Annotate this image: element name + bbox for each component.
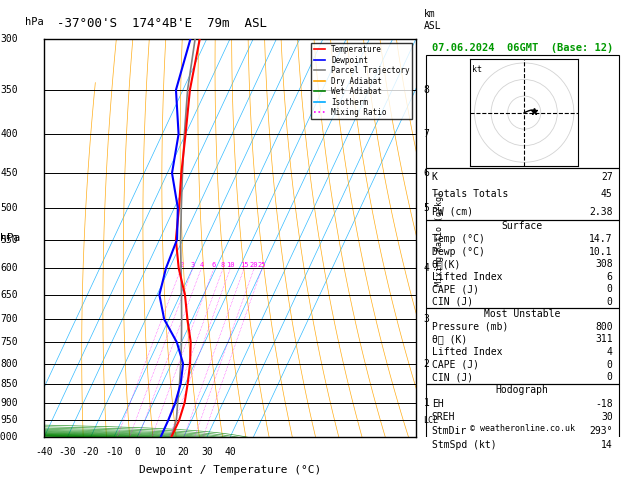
Text: CAPE (J): CAPE (J) — [431, 284, 479, 294]
Text: 800: 800 — [1, 359, 18, 368]
Text: -20: -20 — [82, 447, 99, 457]
Text: CIN (J): CIN (J) — [431, 296, 473, 307]
Text: 450: 450 — [1, 168, 18, 178]
Text: PW (cm): PW (cm) — [431, 207, 473, 217]
Text: Totals Totals: Totals Totals — [431, 190, 508, 199]
Text: 0: 0 — [607, 360, 613, 370]
Text: Most Unstable: Most Unstable — [484, 309, 560, 319]
Text: 40: 40 — [224, 447, 236, 457]
Text: EH: EH — [431, 399, 443, 409]
Text: 14: 14 — [601, 439, 613, 450]
Text: 6: 6 — [212, 262, 216, 268]
Text: Dewp (°C): Dewp (°C) — [431, 246, 484, 257]
Text: -18: -18 — [595, 399, 613, 409]
Text: 30: 30 — [601, 413, 613, 422]
Text: 4: 4 — [607, 347, 613, 357]
Text: StmDir: StmDir — [431, 426, 467, 436]
Text: hPa: hPa — [1, 233, 21, 243]
Text: Hodograph: Hodograph — [496, 385, 548, 396]
Text: 311: 311 — [595, 334, 613, 345]
Text: θᴇ (K): θᴇ (K) — [431, 334, 467, 345]
Text: 293°: 293° — [589, 426, 613, 436]
Text: 400: 400 — [1, 129, 18, 139]
Text: 6: 6 — [607, 272, 613, 281]
Text: SREH: SREH — [431, 413, 455, 422]
Text: 15: 15 — [240, 262, 248, 268]
Text: 600: 600 — [1, 263, 18, 273]
Text: Mixing Ratio (g/kg): Mixing Ratio (g/kg) — [435, 191, 443, 286]
Text: 3: 3 — [191, 262, 195, 268]
Text: 300: 300 — [1, 34, 18, 44]
Text: 950: 950 — [1, 416, 18, 425]
Text: 2: 2 — [179, 262, 183, 268]
Text: 4: 4 — [199, 262, 203, 268]
Text: Lifted Index: Lifted Index — [431, 272, 502, 281]
Text: -10: -10 — [105, 447, 123, 457]
Text: 850: 850 — [1, 379, 18, 389]
Text: CAPE (J): CAPE (J) — [431, 360, 479, 370]
Text: K: K — [431, 172, 438, 182]
Text: 20: 20 — [250, 262, 259, 268]
Text: 10: 10 — [154, 447, 166, 457]
Text: Temp (°C): Temp (°C) — [431, 234, 484, 244]
Text: -30: -30 — [58, 447, 76, 457]
Text: CIN (J): CIN (J) — [431, 372, 473, 382]
Text: LCL: LCL — [423, 416, 438, 425]
Text: 500: 500 — [1, 203, 18, 213]
Text: 07.06.2024  06GMT  (Base: 12): 07.06.2024 06GMT (Base: 12) — [431, 43, 613, 53]
Text: 2.38: 2.38 — [589, 207, 613, 217]
Text: 10.1: 10.1 — [589, 246, 613, 257]
Text: 5: 5 — [423, 203, 429, 213]
Text: -37°00'S  174°4B'E  79m  ASL: -37°00'S 174°4B'E 79m ASL — [57, 17, 267, 30]
Text: 0: 0 — [607, 284, 613, 294]
Text: 650: 650 — [1, 290, 18, 300]
Text: 7: 7 — [423, 129, 429, 139]
Text: 4: 4 — [423, 263, 429, 273]
Text: 350: 350 — [1, 85, 18, 95]
Text: StmSpd (kt): StmSpd (kt) — [431, 439, 496, 450]
Text: 6: 6 — [423, 168, 429, 178]
Text: 8: 8 — [221, 262, 225, 268]
Text: hPa: hPa — [25, 17, 44, 27]
Legend: Temperature, Dewpoint, Parcel Trajectory, Dry Adiabat, Wet Adiabat, Isotherm, Mi: Temperature, Dewpoint, Parcel Trajectory… — [311, 43, 412, 120]
Text: -40: -40 — [35, 447, 53, 457]
Text: Pressure (mb): Pressure (mb) — [431, 322, 508, 332]
Text: 14.7: 14.7 — [589, 234, 613, 244]
Text: 20: 20 — [177, 447, 189, 457]
Text: 0: 0 — [134, 447, 140, 457]
Text: 900: 900 — [1, 398, 18, 408]
Text: © weatheronline.co.uk: © weatheronline.co.uk — [470, 424, 575, 434]
Text: 0: 0 — [607, 372, 613, 382]
Text: 25: 25 — [258, 262, 266, 268]
Text: 30: 30 — [201, 447, 213, 457]
Text: 10: 10 — [226, 262, 235, 268]
Text: Lifted Index: Lifted Index — [431, 347, 502, 357]
Text: 0: 0 — [607, 296, 613, 307]
Text: 1000: 1000 — [0, 433, 18, 442]
Text: 27: 27 — [601, 172, 613, 182]
Text: θᴇ(K): θᴇ(K) — [431, 259, 461, 269]
Text: 3: 3 — [423, 314, 429, 324]
Text: 45: 45 — [601, 190, 613, 199]
Text: Surface: Surface — [502, 222, 543, 231]
Text: 1: 1 — [423, 398, 429, 408]
Text: 750: 750 — [1, 337, 18, 347]
Text: 550: 550 — [1, 235, 18, 244]
Text: 2: 2 — [423, 359, 429, 368]
Text: 800: 800 — [595, 322, 613, 332]
Text: km
ASL: km ASL — [423, 9, 441, 31]
Text: 8: 8 — [423, 85, 429, 95]
Text: Dewpoint / Temperature (°C): Dewpoint / Temperature (°C) — [139, 465, 321, 475]
Text: 700: 700 — [1, 314, 18, 324]
Text: 308: 308 — [595, 259, 613, 269]
